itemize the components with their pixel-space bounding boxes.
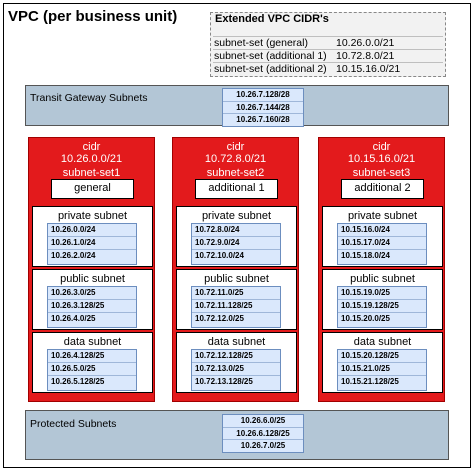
- extended-row-cidr: 10.72.8.0/21: [336, 50, 395, 62]
- subnet-cidr-list: 10.72.8.0/24 10.72.9.0/24 10.72.10.0/24: [191, 223, 281, 265]
- cidr-item: 10.26.6.128/25: [223, 428, 303, 440]
- extended-cidr-title: Extended VPC CIDR's: [215, 13, 329, 25]
- subnet-cidr-list: 10.15.19.0/25 10.15.19.128/25 10.15.20.0/2…: [337, 286, 427, 328]
- protected-subnets-band: Protected Subnets 10.26.6.0/25 10.26.6.1…: [25, 410, 449, 460]
- subnet-cidr-list: 10.26.4.128/25 10.26.5.0/25 10.26.5.128/25: [47, 349, 137, 391]
- cidr-item: 10.15.17.0/24: [338, 237, 426, 250]
- cidr-item: 10.15.20.0/25: [341, 314, 390, 323]
- subnet-cidr-list: 10.72.11.0/25 10.72.11.128/25 10.72.12.0/2…: [191, 286, 281, 328]
- subnet-cidr-list: 10.15.16.0/24 10.15.17.0/24 10.15.18.0/24: [337, 223, 427, 265]
- subnet-title: data subnet: [207, 336, 266, 348]
- cidr-label: cidr: [82, 141, 101, 153]
- transit-cidr-list: 10.26.7.128/28 10.26.7.144/28 10.26.7.16…: [222, 88, 304, 127]
- subnet-title: private subnet: [347, 210, 418, 222]
- column-cidr: 10.15.16.0/21: [347, 153, 416, 165]
- cidr-item: 10.15.16.0/24: [338, 224, 426, 237]
- subnet-title: private subnet: [57, 210, 128, 222]
- cidr-label: cidr: [226, 141, 245, 153]
- cidr-item: 10.26.7.0/25: [240, 441, 286, 450]
- subnet-title: data subnet: [63, 336, 122, 348]
- cidr-item: 10.26.3.128/25: [48, 300, 136, 313]
- cidr-item: 10.26.0.0/24: [48, 224, 136, 237]
- subnet-title: public subnet: [350, 273, 415, 285]
- extended-row-name: subnet-set (additional 2): [214, 63, 327, 75]
- extended-cidr-box: [210, 12, 446, 77]
- cidr-item: 10.26.7.160/28: [236, 115, 290, 124]
- protected-subnets-label: Protected Subnets: [30, 418, 117, 430]
- subnet-set-name: additional 2: [341, 179, 424, 199]
- extended-row-name: subnet-set (additional 1): [214, 50, 327, 62]
- cidr-item: 10.72.13.0/25: [192, 363, 280, 376]
- subnet-title: public subnet: [60, 273, 125, 285]
- subnet-set-column: cidr 10.26.0.0/21 subnet-set1 general privat…: [28, 137, 155, 402]
- subnet-set-label: subnet-set2: [206, 167, 265, 179]
- cidr-item: 10.15.18.0/24: [341, 251, 390, 260]
- extended-cidr-divider: [213, 36, 443, 37]
- column-cidr: 10.72.8.0/21: [204, 153, 267, 165]
- subnet-title: data subnet: [353, 336, 412, 348]
- subnet-box: public subnet 10.26.3.0/25 10.26.3.128/25 1…: [32, 269, 153, 330]
- cidr-item: 10.72.11.0/25: [192, 287, 280, 300]
- subnet-set-column: cidr 10.72.8.0/21 subnet-set2 additional 1 p…: [172, 137, 299, 402]
- cidr-item: 10.26.1.0/24: [48, 237, 136, 250]
- cidr-item: 10.26.7.128/28: [223, 89, 303, 102]
- subnet-box: private subnet 10.15.16.0/24 10.15.17.0/24…: [322, 206, 443, 267]
- cidr-item: 10.15.19.0/25: [338, 287, 426, 300]
- subnet-cidr-list: 10.72.12.128/25 10.72.13.0/25 10.72.13.128…: [191, 349, 281, 391]
- protected-cidr-list: 10.26.6.0/25 10.26.6.128/25 10.26.7.0/25: [222, 414, 304, 453]
- cidr-item: 10.26.3.0/25: [48, 287, 136, 300]
- cidr-item: 10.15.20.128/25: [338, 350, 426, 363]
- subnet-box: data subnet 10.15.20.128/25 10.15.21.0/25 1…: [322, 332, 443, 393]
- cidr-item: 10.26.7.144/28: [223, 102, 303, 114]
- cidr-item: 10.72.12.0/25: [195, 314, 244, 323]
- subnet-box: private subnet 10.26.0.0/24 10.26.1.0/24 10…: [32, 206, 153, 267]
- cidr-item: 10.72.12.128/25: [192, 350, 280, 363]
- subnet-set-label: subnet-set3: [352, 167, 411, 179]
- cidr-item: 10.26.4.128/25: [48, 350, 136, 363]
- subnet-cidr-list: 10.26.3.0/25 10.26.3.128/25 10.26.4.0/25: [47, 286, 137, 328]
- cidr-item: 10.72.9.0/24: [192, 237, 280, 250]
- extended-cidr-divider: [213, 62, 443, 63]
- subnet-title: private subnet: [201, 210, 272, 222]
- cidr-item: 10.15.19.128/25: [338, 300, 426, 313]
- subnet-box: data subnet 10.26.4.128/25 10.26.5.0/25 10.…: [32, 332, 153, 393]
- cidr-item: 10.15.21.0/25: [338, 363, 426, 376]
- cidr-item: 10.26.2.0/24: [51, 251, 96, 260]
- extended-row-name: subnet-set (general): [214, 37, 308, 49]
- extended-cidr-divider: [213, 49, 443, 50]
- subnet-box: public subnet 10.72.11.0/25 10.72.11.128/2…: [176, 269, 297, 330]
- cidr-item: 10.72.10.0/24: [195, 251, 244, 260]
- subnet-box: data subnet 10.72.12.128/25 10.72.13.0/25 1…: [176, 332, 297, 393]
- cidr-item: 10.26.5.0/25: [48, 363, 136, 376]
- cidr-item: 10.26.5.128/25: [51, 377, 105, 386]
- cidr-item: 10.72.13.128/25: [195, 377, 253, 386]
- cidr-item: 10.26.4.0/25: [51, 314, 96, 323]
- cidr-item: 10.26.6.0/25: [223, 415, 303, 428]
- vpc-title: VPC (per business unit): [8, 8, 178, 25]
- cidr-label: cidr: [372, 141, 391, 153]
- subnet-set-label: subnet-set1: [62, 167, 121, 179]
- transit-gateway-band: Transit Gateway Subnets 10.26.7.128/28 1…: [25, 85, 449, 127]
- subnet-box: private subnet 10.72.8.0/24 10.72.9.0/24 10…: [176, 206, 297, 267]
- cidr-item: 10.72.8.0/24: [192, 224, 280, 237]
- extended-row-cidr: 10.15.16.0/21: [336, 63, 401, 75]
- extended-row-cidr: 10.26.0.0/21: [336, 37, 395, 49]
- subnet-set-name: general: [51, 179, 134, 199]
- subnet-title: public subnet: [204, 273, 269, 285]
- transit-gateway-label: Transit Gateway Subnets: [30, 92, 148, 104]
- subnet-set-column: cidr 10.15.16.0/21 subnet-set3 additional 2…: [318, 137, 445, 402]
- cidr-item: 10.72.11.128/25: [192, 300, 280, 313]
- subnet-set-name: additional 1: [195, 179, 278, 199]
- subnet-cidr-list: 10.15.20.128/25 10.15.21.0/25 10.15.21.128…: [337, 349, 427, 391]
- cidr-item: 10.15.21.128/25: [341, 377, 399, 386]
- column-cidr: 10.26.0.0/21: [60, 153, 123, 165]
- subnet-box: public subnet 10.15.19.0/25 10.15.19.128/2…: [322, 269, 443, 330]
- subnet-cidr-list: 10.26.0.0/24 10.26.1.0/24 10.26.2.0/24: [47, 223, 137, 265]
